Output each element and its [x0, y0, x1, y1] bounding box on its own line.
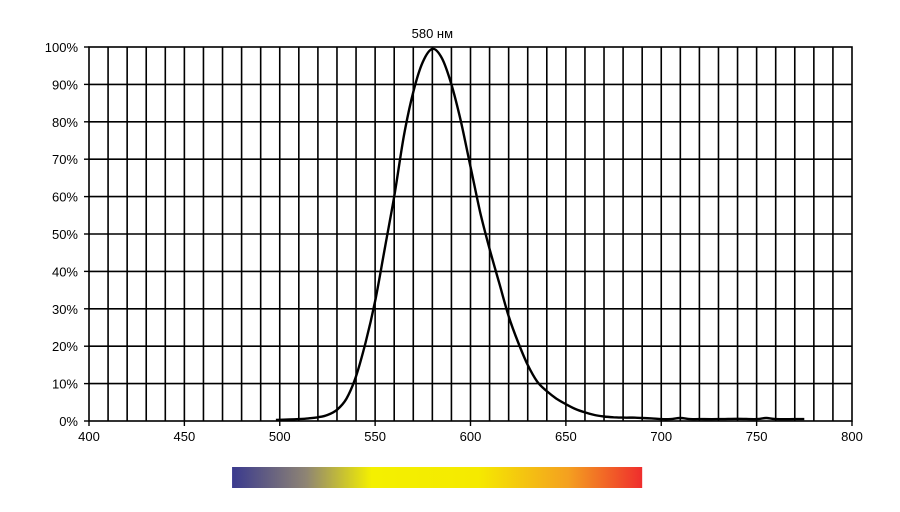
- y-tick-label: 10%: [52, 377, 78, 392]
- y-tick-label: 0%: [59, 414, 78, 429]
- y-tick-label: 100%: [45, 40, 79, 55]
- spectrum-color-bar: [232, 467, 643, 488]
- grid-layer: [89, 47, 852, 421]
- x-tick-labels: 400 450 500 550 600 650 700 750 800: [78, 421, 863, 444]
- y-tick-label: 30%: [52, 302, 78, 317]
- y-tick-label: 80%: [52, 115, 78, 130]
- x-tick-label: 800: [841, 429, 863, 444]
- x-tick-label: 600: [460, 429, 482, 444]
- y-tick-labels: 0% 10% 20% 30% 40% 50% 60% 70% 80% 90% 100%: [45, 40, 89, 429]
- x-tick-label: 750: [746, 429, 768, 444]
- peak-annotation: 580 нм: [412, 26, 453, 41]
- x-tick-label: 400: [78, 429, 100, 444]
- y-tick-label: 70%: [52, 152, 78, 167]
- y-tick-label: 60%: [52, 190, 78, 205]
- series-line: [275, 47, 805, 422]
- y-tick-label: 90%: [52, 77, 78, 92]
- x-tick-label: 450: [174, 429, 196, 444]
- x-tick-label: 550: [364, 429, 386, 444]
- y-tick-label: 50%: [52, 227, 78, 242]
- x-tick-label: 700: [650, 429, 672, 444]
- x-tick-label: 500: [269, 429, 291, 444]
- y-tick-label: 40%: [52, 264, 78, 279]
- x-tick-label: 650: [555, 429, 577, 444]
- y-tick-label: 20%: [52, 339, 78, 354]
